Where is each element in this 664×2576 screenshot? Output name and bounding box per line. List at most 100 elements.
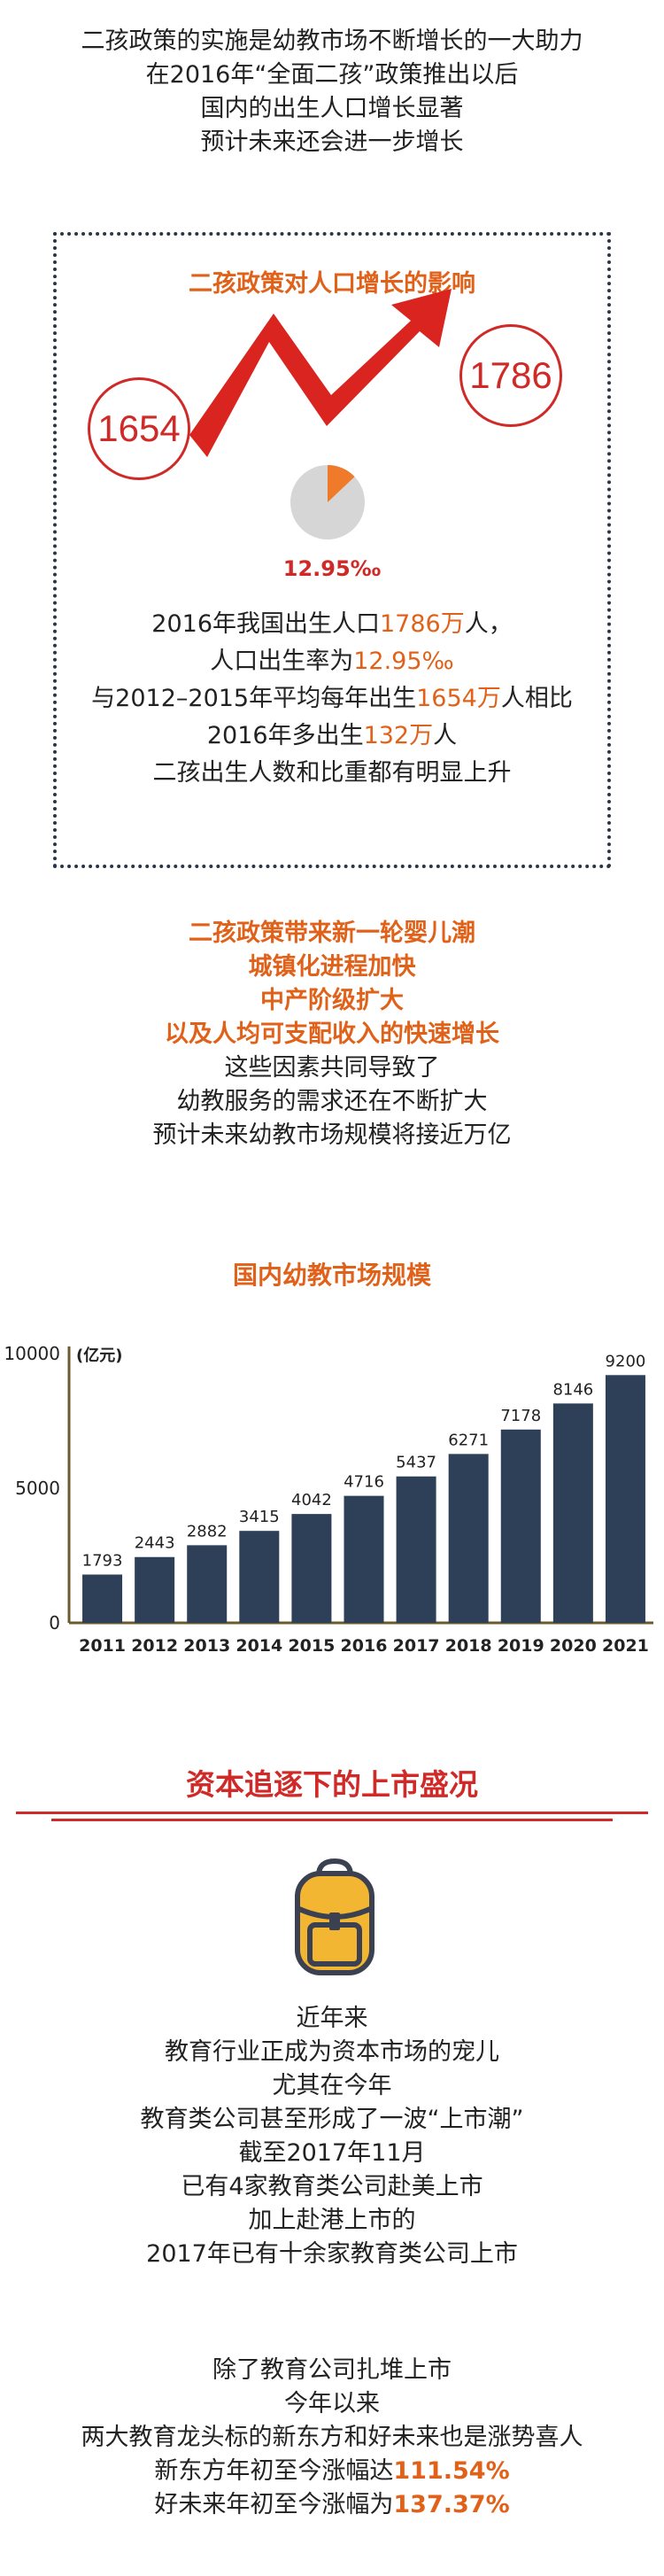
right-value: 1786	[469, 354, 552, 396]
bar	[187, 1545, 228, 1623]
intro-line: 二孩政策的实施是幼教市场不断增长的一大助力	[81, 27, 583, 55]
y-tick-label: 10000	[4, 1343, 60, 1364]
x-tick-label: 2020	[550, 1636, 597, 1656]
bar	[605, 1375, 645, 1623]
listing-line: 已有4家教育类公司赴美上市	[181, 2173, 483, 2200]
stock-line: 好未来年初至今涨幅为137.37%	[0, 2488, 664, 2522]
bar	[135, 1556, 175, 1623]
x-tick-label: 2015	[288, 1636, 335, 1656]
section-divider	[16, 1812, 648, 1821]
highlight: 1786万	[380, 610, 465, 638]
section-title: 资本追逐下的上市盛况	[186, 1767, 478, 1802]
bar-value-label: 9200	[606, 1352, 646, 1370]
intro-line: 国内的出生人口增长显著	[200, 95, 464, 122]
birth-rate-pie	[290, 465, 365, 539]
bar-value-label: 7178	[500, 1407, 541, 1425]
y-unit-label: (亿元)	[76, 1346, 122, 1365]
text: 人相比	[500, 685, 573, 712]
driver-line: 二孩政策带来新一轮婴儿潮	[189, 919, 475, 947]
market-size-chart: (亿元) 0 5000 10000 1793 2011 2443 2012 2882 2013 34…	[4, 1343, 653, 1656]
listing-line: 2017年已有十余家教育类公司上市	[146, 2240, 518, 2268]
x-tick-label: 2012	[131, 1636, 178, 1656]
highlight: 12.95‰	[353, 648, 454, 675]
pie-label: 12.95‰	[282, 556, 382, 581]
intro-text: 二孩政策的实施是幼教市场不断增长的一大助力 在2016年“全面二孩”政策推出以后…	[0, 25, 664, 159]
highlight: 132万	[363, 722, 434, 749]
bar	[396, 1476, 436, 1623]
bar-value-label: 1793	[82, 1551, 123, 1570]
listing-line: 加上赴港上市的	[248, 2207, 416, 2234]
highlight: 111.54%	[393, 2457, 510, 2485]
bar	[82, 1574, 123, 1623]
driver-line: 中产阶级扩大	[260, 987, 404, 1014]
highlight: 1654万	[416, 685, 501, 712]
x-tick-label: 2019	[498, 1636, 544, 1656]
conclusion-line: 幼教服务的需求还在不断扩大	[176, 1088, 488, 1115]
text: 人口出生率为	[210, 648, 354, 675]
intro-line: 预计未来还会进一步增长	[200, 128, 464, 156]
x-tick-label: 2018	[445, 1636, 492, 1656]
text: 人，	[464, 610, 513, 638]
box-line: 2016年我国出生人口1786万人，	[57, 606, 607, 643]
text: 与2012–2015年平均每年出生	[91, 685, 417, 712]
bar	[552, 1403, 593, 1623]
box-title: 二孩政策对人口增长的影响	[189, 270, 475, 298]
bar	[448, 1454, 489, 1623]
box-line: 2016年多出生132万人	[57, 718, 607, 755]
listing-line: 近年来	[296, 2005, 368, 2032]
conclusion-line: 预计未来幼教市场规模将接近万亿	[152, 1121, 512, 1149]
bar-value-label: 8146	[552, 1380, 593, 1399]
bar-value-label: 3415	[239, 1508, 280, 1526]
bar-value-label: 5437	[396, 1454, 436, 1472]
bar-value-label: 4042	[291, 1491, 332, 1509]
y-tick-label: 5000	[15, 1478, 60, 1499]
pie-slice	[328, 465, 355, 502]
stock-text: 除了教育公司扎堆上市 今年以来 两大教育龙头标的新东方和好未来也是涨势喜人 新东…	[0, 2354, 664, 2522]
backpack-icon	[295, 1858, 374, 1975]
text: 好未来年初至今涨幅为	[154, 2491, 394, 2518]
text: 2016年多出生	[206, 722, 364, 749]
x-tick-label: 2016	[341, 1636, 388, 1656]
box-line: 人口出生率为12.95‰	[57, 643, 607, 680]
x-tick-label: 2011	[79, 1636, 126, 1656]
x-tick-label: 2014	[235, 1636, 282, 1656]
bar	[239, 1531, 280, 1623]
x-tick-label: 2017	[393, 1636, 440, 1656]
bar-value-label: 4716	[344, 1473, 384, 1492]
driver-line: 城镇化进程加快	[248, 953, 416, 981]
x-tick-label: 2021	[602, 1636, 649, 1656]
highlight: 137.37%	[393, 2491, 510, 2518]
listing-line: 尤其在今年	[272, 2072, 392, 2099]
stock-line: 除了教育公司扎堆上市	[212, 2356, 452, 2384]
box-line: 与2012–2015年平均每年出生1654万人相比	[57, 680, 607, 718]
policy-impact-box: 二孩政策对人口增长的影响 1654 1786 12.95‰ 2016年我国出生人…	[53, 232, 611, 868]
bar-value-label: 6271	[448, 1431, 489, 1449]
box-line: 二孩出生人数和比重都有明显上升	[152, 759, 512, 787]
driver-line: 以及人均可支配收入的快速增长	[165, 1020, 499, 1048]
drivers-text: 二孩政策带来新一轮婴儿潮 城镇化进程加快 中产阶级扩大 以及人均可支配收入的快速…	[0, 917, 664, 1152]
value-1654-circle: 1654	[88, 377, 190, 480]
y-tick-label: 0	[49, 1612, 60, 1633]
listing-line: 教育行业正成为资本市场的宠儿	[165, 2038, 499, 2066]
box-text: 2016年我国出生人口1786万人， 人口出生率为12.95‰ 与2012–20…	[57, 606, 607, 792]
bar	[500, 1429, 541, 1623]
intro-line: 在2016年“全面二孩”政策推出以后	[145, 61, 519, 89]
text: 新东方年初至今涨幅达	[154, 2457, 394, 2485]
chart-title: 国内幼教市场规模	[232, 1261, 431, 1290]
value-1786-circle: 1786	[459, 324, 562, 427]
text: 人	[433, 722, 458, 749]
listing-text: 近年来 教育行业正成为资本市场的宠儿 尤其在今年 教育类公司甚至形成了一波“上市…	[0, 2002, 664, 2271]
listing-line: 教育类公司甚至形成了一波“上市潮”	[140, 2106, 524, 2133]
conclusion-line: 这些因素共同导致了	[224, 1054, 440, 1082]
bar	[291, 1514, 332, 1623]
x-tick-label: 2013	[183, 1636, 230, 1656]
stock-line: 新东方年初至今涨幅达111.54%	[0, 2455, 664, 2488]
left-value: 1654	[97, 407, 181, 449]
text: 2016年我国出生人口	[151, 610, 380, 638]
bar	[344, 1495, 384, 1623]
stock-line: 两大教育龙头标的新东方和好未来也是涨势喜人	[81, 2424, 583, 2451]
stock-line: 今年以来	[284, 2390, 380, 2417]
bar-value-label: 2882	[187, 1522, 228, 1540]
growth-arrow-icon	[189, 289, 452, 457]
listing-line: 截至2017年11月	[238, 2139, 426, 2167]
